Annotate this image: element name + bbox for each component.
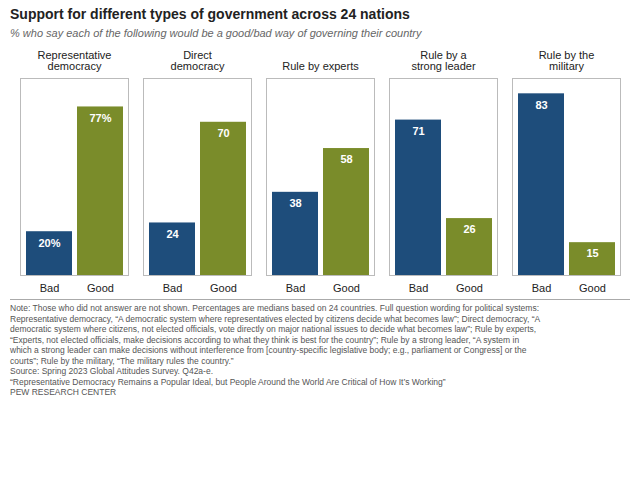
svg-text:58: 58 xyxy=(340,153,352,165)
svg-text:Good: Good xyxy=(456,282,483,294)
html-text:“Representative Democracy Rema: “Representative Democracy Remains a Popu… xyxy=(10,376,446,387)
svg-text:38: 38 xyxy=(289,197,301,209)
svg-text:83: 83 xyxy=(535,99,547,111)
svg-text:Good: Good xyxy=(579,282,606,294)
html-text:PEW RESEARCH CENTER: PEW RESEARCH CENTER xyxy=(10,387,117,397)
svg-text:Bad: Bad xyxy=(409,282,429,294)
svg-text:Bad: Bad xyxy=(163,282,183,294)
svg-text:20%: 20% xyxy=(38,237,60,249)
html-text:% who say each of the followin: % who say each of the following would be… xyxy=(10,27,422,39)
svg-text:Good: Good xyxy=(333,282,360,294)
svg-text:77%: 77% xyxy=(89,112,111,124)
html-text:which a strong leader can make: which a strong leader can make decisions… xyxy=(10,345,527,355)
svg-text:Directdemocracy: Directdemocracy xyxy=(171,49,225,72)
html-text:Representative democracy, “A d: Representative democracy, “A democratic … xyxy=(10,313,541,324)
svg-text:15: 15 xyxy=(586,247,598,259)
svg-text:Bad: Bad xyxy=(532,282,552,294)
svg-text:Rule by astrong leader: Rule by astrong leader xyxy=(411,49,476,72)
svg-text:70: 70 xyxy=(217,127,229,139)
svg-text:Good: Good xyxy=(87,282,114,294)
html-text:courts”; Rule by the military,: courts”; Rule by the military, “The mili… xyxy=(10,355,234,366)
svg-text:24: 24 xyxy=(166,228,179,240)
html-text:democratic system where citize: democratic system where citizens, not el… xyxy=(10,324,537,334)
svg-text:71: 71 xyxy=(412,125,424,137)
svg-text:Rule by themilitary: Rule by themilitary xyxy=(539,49,595,72)
html-text:“Experts, not elected official: “Experts, not elected officials, make de… xyxy=(10,334,520,345)
svg-text:Bad: Bad xyxy=(286,282,306,294)
svg-text:Representativedemocracy: Representativedemocracy xyxy=(38,49,112,72)
svg-text:26: 26 xyxy=(463,223,475,235)
svg-text:Bad: Bad xyxy=(40,282,60,294)
html-text:Support for different types of: Support for different types of governmen… xyxy=(10,6,410,22)
html-text:Source: Spring 2023 Global Att: Source: Spring 2023 Global Attitudes Sur… xyxy=(10,366,213,376)
html-text:Note: Those who did not answer: Note: Those who did not answer are not s… xyxy=(10,303,539,313)
svg-text:Good: Good xyxy=(210,282,237,294)
svg-text:Rule by experts: Rule by experts xyxy=(282,60,359,72)
